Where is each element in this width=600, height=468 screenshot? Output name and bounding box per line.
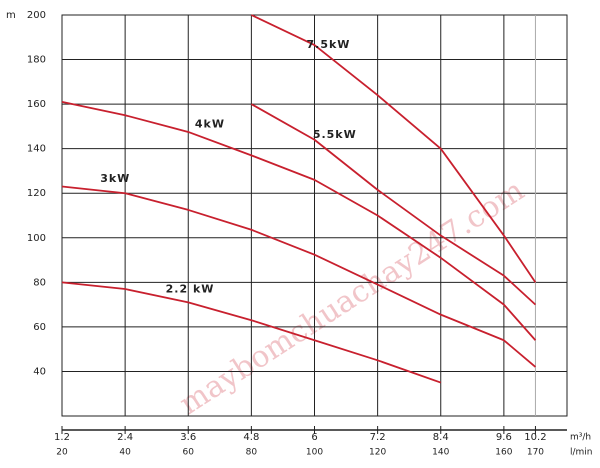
x-tick-label: 80 [246,448,258,458]
curve [250,14,537,283]
y-tick-label: 100 [27,233,46,244]
x2-tick-label: 9.6 [496,432,512,443]
y-tick-label: 80 [33,277,46,288]
y-tick-label: 180 [27,55,46,66]
curve-label: 4kW [195,118,225,131]
y-tick-label: 40 [33,366,46,377]
x-axis-label: l/min [570,448,593,458]
curve-label: 2.2 kW [166,283,215,296]
curve-label: 5.5kW [313,128,357,141]
x2-tick-label: 6 [311,432,317,443]
x2-tick-label: 7.2 [370,432,386,443]
x2-tick-label: 4.8 [243,432,259,443]
x2-tick-label: 10.2 [524,432,546,443]
x-tick-label: 120 [369,448,386,458]
x2-tick-label: 3.6 [180,432,196,443]
y-tick-label: 60 [33,322,46,333]
y-tick-label: 200 [27,10,46,21]
y-tick-label: 120 [27,188,46,199]
x-tick-label: 140 [432,448,449,458]
x-tick-label: 170 [527,448,544,458]
curve-label: 7.5kW [307,38,351,51]
x2-tick-label: 8.4 [433,432,449,443]
y-tick-label: 160 [27,99,46,110]
curve [61,101,537,341]
x-tick-label: 20 [56,448,68,458]
x-tick-label: 40 [119,448,131,458]
x-tick-label: 60 [183,448,195,458]
y-axis-label: m [6,10,16,21]
x2-tick-label: 1.2 [54,432,70,443]
curve [61,281,442,384]
watermark: maybomchuachay247.com [173,173,530,422]
y-tick-label: 140 [27,144,46,155]
x2-tick-label: 2.4 [117,432,133,443]
x-tick-label: 100 [306,448,323,458]
curve-label: 3kW [100,172,130,185]
x2-axis-label: m³/h [570,433,591,443]
curve [250,103,537,306]
x-tick-label: 160 [495,448,512,458]
curve [61,185,537,368]
